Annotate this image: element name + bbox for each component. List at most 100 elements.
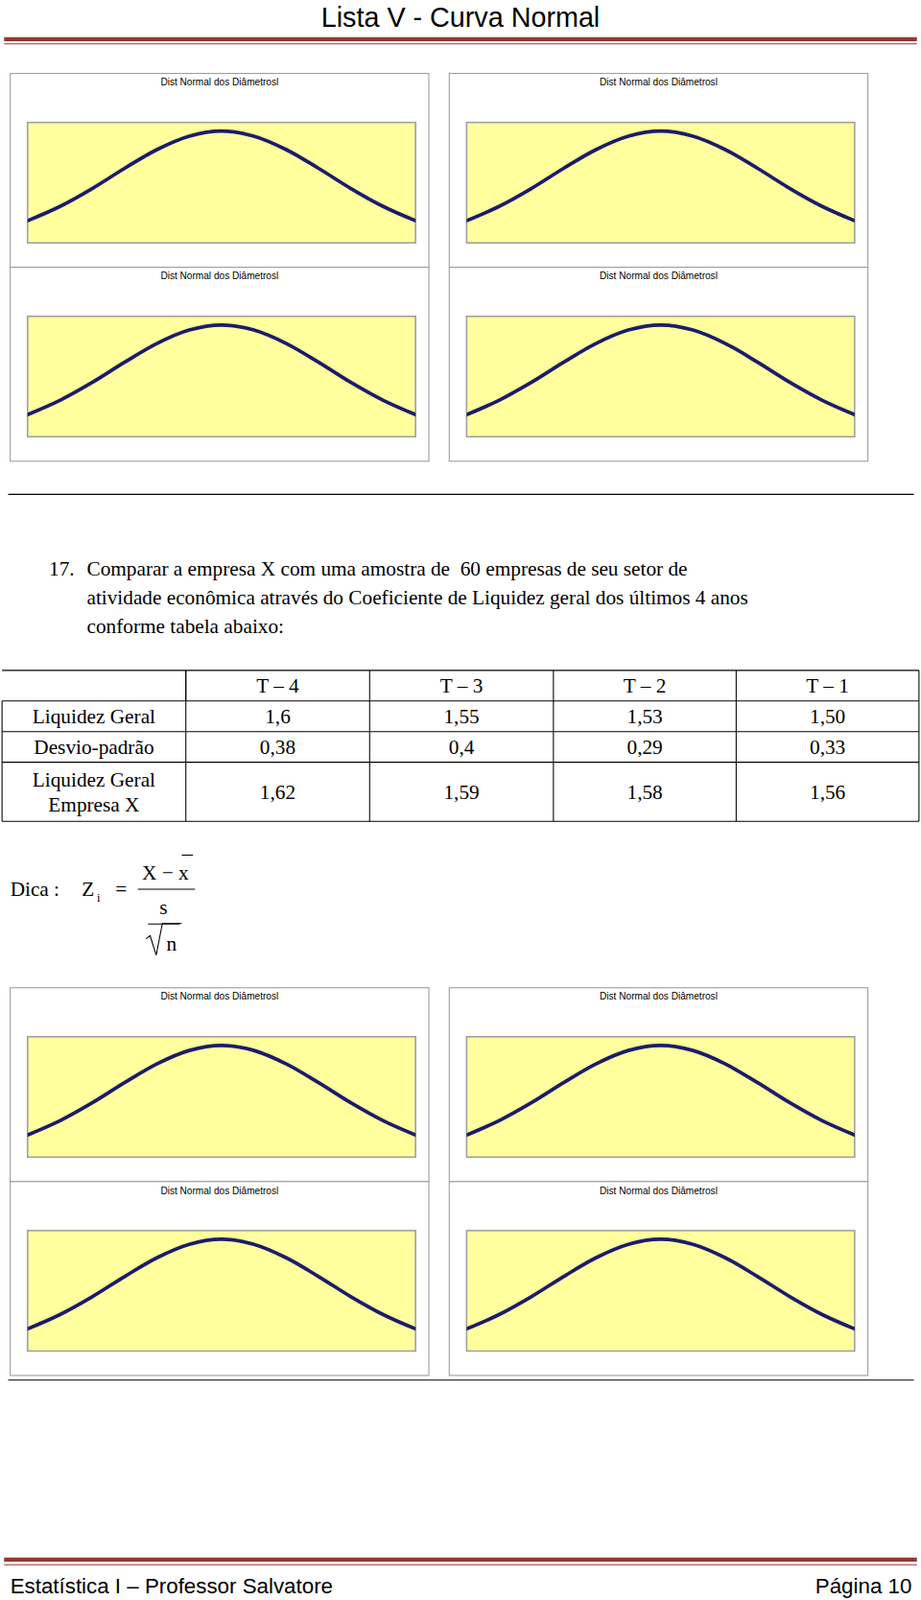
- table-rule: [1, 761, 920, 763]
- table-cell: 0,29: [626, 735, 662, 759]
- table-cell: 1,6: [264, 705, 291, 729]
- plot-area: [27, 122, 416, 244]
- separator: [8, 494, 915, 496]
- chart-frame: [10, 988, 429, 1182]
- separator: [8, 1379, 915, 1381]
- plot-area: [466, 1230, 854, 1352]
- curve: [466, 1239, 854, 1329]
- plot-area: [466, 122, 854, 244]
- chart-frame: [448, 988, 868, 1182]
- table-cell: 0,4: [448, 735, 475, 759]
- curve: [27, 325, 416, 415]
- marks: [466, 325, 854, 415]
- table-rule: [1, 669, 920, 671]
- chart: Dist Normal dos Diâmetrosl: [448, 1181, 868, 1376]
- table-header: T – 3: [440, 674, 484, 698]
- plot-area: [27, 1230, 416, 1352]
- footer-rule: [3, 1564, 917, 1566]
- curve: [27, 1045, 416, 1135]
- table-rule: [918, 701, 920, 823]
- table-header: T – 1: [805, 674, 850, 698]
- chart: Dist Normal dos Diâmetrosl: [10, 267, 429, 462]
- row-label: Liquidez Geral: [32, 768, 156, 792]
- curve: [27, 131, 416, 221]
- header-rule: [3, 43, 917, 45]
- formula-text: Dica :: [10, 877, 60, 901]
- chart-title: Dist Normal dos Diâmetrosl: [160, 991, 279, 1003]
- question-line: atividade econômica através do Coeficien…: [86, 586, 748, 610]
- chart-frame: [448, 1181, 868, 1376]
- table-rule: [369, 670, 371, 822]
- radical: [145, 923, 182, 956]
- chart: Dist Normal dos Diâmetrosl: [10, 1181, 429, 1376]
- chart-frame: [10, 267, 429, 462]
- row-label: Liquidez Geral: [32, 705, 156, 729]
- marks: [466, 1045, 854, 1135]
- overline: [181, 854, 193, 856]
- table-cell: 0,33: [809, 735, 846, 759]
- chart-title: Dist Normal dos Diâmetrosl: [160, 1185, 279, 1197]
- chart: Dist Normal dos Diâmetrosl: [10, 988, 429, 1182]
- chart-title: Dist Normal dos Diâmetrosl: [599, 1185, 718, 1197]
- table-cell: 1,62: [259, 780, 296, 804]
- table-rule: [735, 670, 737, 822]
- chart: Dist Normal dos Diâmetrosl: [448, 73, 868, 268]
- chart-title: Dist Normal dos Diâmetrosl: [160, 76, 279, 88]
- chart-frame: [10, 73, 429, 268]
- table-rule: [1, 700, 920, 702]
- curve: [466, 325, 854, 415]
- chart: Dist Normal dos Diâmetrosl: [448, 988, 868, 1182]
- marks: [27, 325, 416, 415]
- formula-text: Z: [81, 877, 95, 901]
- curve: [27, 1239, 416, 1329]
- question-line: Comparar a empresa X com uma amostra de …: [86, 557, 687, 581]
- table-rule: [1, 701, 3, 823]
- plot-area: [27, 1037, 416, 1158]
- plot-area: [466, 316, 854, 438]
- row-label: Empresa X: [47, 793, 140, 817]
- chart-title: Dist Normal dos Diâmetrosl: [160, 270, 279, 282]
- table-cell: 1,55: [443, 705, 479, 729]
- plot-area: [27, 316, 416, 438]
- table-header: T – 2: [623, 674, 667, 698]
- chart-title: Dist Normal dos Diâmetrosl: [599, 270, 718, 282]
- marks: [466, 1239, 854, 1329]
- table-rule: [185, 670, 187, 702]
- curve: [466, 131, 854, 221]
- footer-left: Estatística I – Professor Salvatore: [10, 1574, 333, 1599]
- curve: [466, 1045, 854, 1135]
- table-cell: 1,56: [809, 780, 846, 804]
- table-cell: 1,59: [443, 780, 479, 804]
- table-rule: [918, 670, 920, 702]
- header-rule: [3, 37, 917, 42]
- plot-area: [466, 1037, 854, 1158]
- table-header: T – 4: [256, 674, 300, 698]
- chart-title: Dist Normal dos Diâmetrosl: [599, 991, 718, 1003]
- table-cell: 0,38: [259, 735, 296, 759]
- marks: [27, 1239, 416, 1329]
- marks: [27, 131, 416, 221]
- formula-text: i: [96, 891, 101, 905]
- header-title: Lista V - Curva Normal: [321, 1, 601, 33]
- question-line: conforme tabela abaixo:: [86, 614, 284, 638]
- table-rule: [185, 670, 187, 822]
- table-cell: 1,58: [626, 780, 662, 804]
- table-rule: [552, 670, 554, 822]
- chart-frame: [448, 267, 868, 462]
- chart-frame: [448, 73, 868, 268]
- marks: [466, 131, 854, 221]
- formula-text: X − x: [141, 861, 189, 885]
- page: Lista V - Curva Normal Dist Normal dos Di…: [0, 0, 921, 1600]
- table-cell: 1,53: [626, 705, 662, 729]
- footer-right: Página 10: [815, 1574, 913, 1599]
- formula-text: =: [115, 877, 127, 901]
- chart: Dist Normal dos Diâmetrosl: [448, 267, 868, 462]
- footer-rule: [3, 1558, 917, 1562]
- table-cell: 1,50: [809, 705, 846, 729]
- formula-text: n: [165, 932, 177, 956]
- formula-text: s: [159, 896, 167, 920]
- table-rule: [1, 731, 920, 733]
- row-label: Desvio-padrão: [33, 735, 154, 759]
- chart-frame: [10, 1181, 429, 1376]
- chart-title: Dist Normal dos Diâmetrosl: [599, 76, 718, 88]
